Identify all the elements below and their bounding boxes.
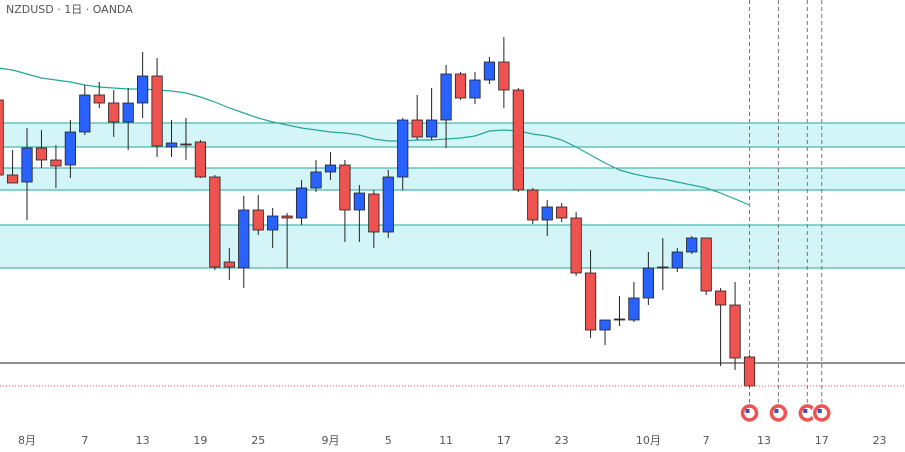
- candle-body: [64, 131, 76, 166]
- candle-body: [454, 73, 467, 99]
- zone: [0, 123, 905, 147]
- candle-body: [50, 159, 62, 167]
- candle-body: [353, 192, 365, 211]
- candle-body: [238, 209, 250, 269]
- event-icon-flag: [774, 409, 779, 413]
- candle-body: [35, 147, 48, 161]
- x-tick-label: 7: [703, 434, 710, 447]
- candle-body: [440, 73, 452, 121]
- event-icon-flag: [745, 409, 750, 413]
- candle-body: [556, 206, 568, 219]
- candle-body: [252, 209, 264, 231]
- candle-body: [743, 356, 756, 387]
- candle-body: [527, 189, 539, 221]
- candle-body: [295, 187, 308, 219]
- zone: [0, 168, 905, 190]
- candle-body: [498, 61, 510, 91]
- candle-body: [6, 174, 19, 184]
- event-icon-flag: [803, 409, 808, 413]
- chart-title: NZDUSD · 1日 · OANDA: [6, 3, 133, 16]
- zone: [0, 225, 905, 268]
- candle-body: [151, 75, 163, 147]
- candle-body: [729, 304, 741, 359]
- candle-body: [469, 79, 481, 99]
- candle-body: [180, 143, 192, 146]
- x-tick-label: 8月: [18, 434, 36, 447]
- candle-body: [483, 61, 496, 81]
- x-tick-label: 7: [81, 434, 88, 447]
- candle-body: [715, 290, 727, 306]
- candle-body: [599, 319, 611, 331]
- candle-body: [339, 164, 351, 211]
- candle-body: [267, 215, 279, 231]
- candle-body: [79, 94, 91, 133]
- candle-body: [21, 147, 33, 183]
- moving-average: [0, 67, 750, 206]
- candle-body: [324, 164, 337, 173]
- candle-body: [657, 266, 669, 269]
- candle-body: [93, 94, 105, 104]
- x-tick-label: 13: [757, 434, 771, 447]
- candle-body: [122, 102, 134, 123]
- candle-body: [584, 272, 597, 331]
- candle-body: [512, 89, 524, 191]
- candle-body: [382, 176, 394, 233]
- candle-body: [411, 119, 423, 138]
- candle-body: [108, 102, 120, 123]
- candle-body: [686, 237, 698, 253]
- candle-body: [223, 261, 235, 268]
- candle-body: [426, 119, 438, 138]
- candle-body: [137, 75, 149, 104]
- candle-body: [642, 267, 654, 299]
- candle-body: [613, 318, 626, 321]
- candle-body: [700, 237, 712, 292]
- x-tick-label: 17: [815, 434, 829, 447]
- x-tick-label: 17: [497, 434, 511, 447]
- candle-body: [541, 206, 553, 221]
- candle-body: [671, 251, 683, 269]
- x-tick-label: 10月: [636, 434, 661, 447]
- candle-body: [628, 297, 640, 321]
- x-tick-label: 5: [385, 434, 392, 447]
- candle-body: [281, 215, 293, 219]
- candle-body: [165, 142, 178, 148]
- event-icon-flag: [817, 409, 822, 413]
- candle-body: [0, 99, 4, 176]
- candle-body: [194, 141, 207, 178]
- x-tick-label: 19: [193, 434, 207, 447]
- x-tick-label: 9月: [321, 434, 339, 447]
- candle-body: [397, 119, 409, 178]
- x-tick-label: 13: [136, 434, 150, 447]
- x-tick-label: 23: [873, 434, 887, 447]
- candle-body: [209, 176, 221, 268]
- candle-body: [570, 217, 582, 274]
- x-tick-label: 25: [251, 434, 265, 447]
- x-tick-label: 23: [555, 434, 569, 447]
- x-tick-label: 11: [439, 434, 453, 447]
- candle-body: [310, 171, 322, 189]
- candle-body: [368, 193, 380, 233]
